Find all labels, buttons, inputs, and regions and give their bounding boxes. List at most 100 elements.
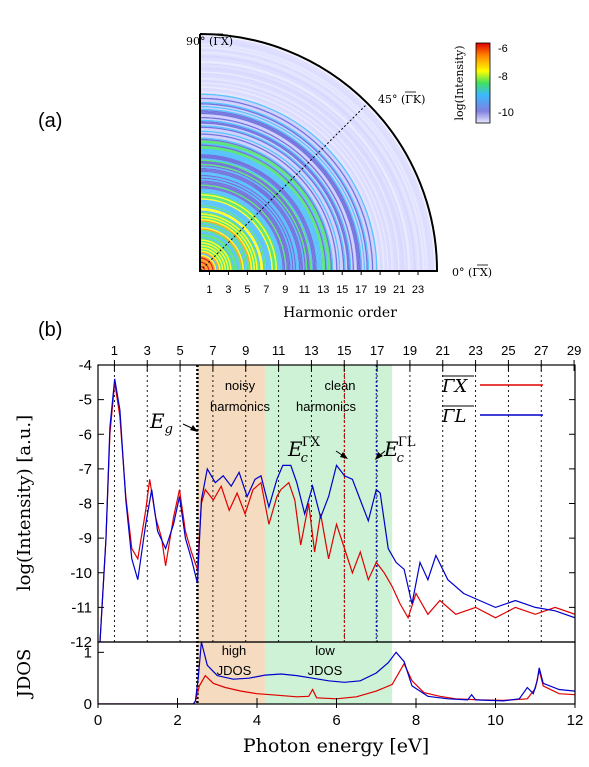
main-y-axis-label: log(Intensity) [a.u.] [14, 415, 35, 591]
intensity-arc [199, 199, 272, 272]
colorbar-tick: -8 [498, 71, 508, 83]
intensity-arc [199, 79, 392, 272]
intensity-arc [199, 126, 345, 272]
ec-gx-arrowhead [340, 452, 348, 459]
series-line-gl [99, 378, 575, 642]
intensity-arc [199, 254, 217, 272]
intensity-arc [199, 87, 384, 272]
ec-gl-annotation: EcΓL [383, 435, 416, 466]
intensity-arc [199, 38, 433, 272]
intensity-arc [199, 162, 309, 272]
intensity-arc [199, 92, 379, 272]
polar-x-tick-label: 15 [336, 284, 348, 296]
y-tick-label: -8 [79, 496, 92, 513]
noisy-label-2: harmonics [210, 399, 270, 414]
x-tick-label: 2 [173, 712, 181, 729]
angle-90-label: 90° (ΓX) [186, 35, 233, 48]
top-tick-label: 17 [370, 343, 384, 358]
intensity-arc [199, 71, 400, 272]
top-tick-label: 21 [436, 343, 450, 358]
intensity-arc [199, 247, 224, 272]
top-tick-label: 23 [468, 343, 482, 358]
x-tick-label: 12 [567, 712, 584, 729]
top-harmonic-ticks: 1 3 5 7 9 11 13 15 17 19 21 23 25 27 29 [111, 343, 581, 371]
top-tick-label: 25 [501, 343, 515, 358]
intensity-arc [199, 94, 377, 272]
intensity-arc [199, 258, 213, 272]
x-axis-label: Photon energy [eV] [243, 735, 429, 757]
jdos-y-axis-label: JDOS [14, 649, 35, 700]
y-tick-label: -4 [79, 357, 92, 374]
intensity-arc [199, 206, 265, 272]
main-plot-area [99, 378, 575, 642]
intensity-arc [199, 218, 253, 272]
polar-x-tick-label: 3 [225, 284, 231, 296]
intensity-arc [199, 35, 436, 272]
polar-frame [199, 33, 439, 272]
intensity-arc [199, 107, 364, 272]
y-tick-label: -6 [79, 426, 92, 443]
high-jdos-label-2: JDOS [217, 663, 252, 678]
low-jdos-label: low [315, 643, 335, 658]
intensity-arc [199, 214, 257, 272]
panel-a: (a) 90° (ΓX) 45° (ΓK) 0° (ΓX) 1 3 5 7 9 11 13 1… [38, 33, 514, 321]
intensity-arc [199, 98, 373, 272]
polar-x-tick-label: 1 [206, 284, 212, 296]
intensity-arc [199, 123, 348, 272]
intensity-arc [199, 220, 251, 272]
intensity-arc [199, 143, 328, 272]
intensity-arc [199, 86, 385, 272]
polar-x-tick-label: 13 [317, 284, 329, 296]
intensity-arc [199, 132, 339, 272]
intensity-arc [199, 119, 352, 272]
noisy-label: noisy [225, 378, 256, 393]
intensity-arc [199, 59, 412, 272]
intensity-arc [199, 63, 408, 272]
polar-x-tick-label: 19 [374, 284, 386, 296]
panel-b: (b) -4-5-6-7-8-9-10-11-12 1 3 5 7 9 11 13 15 17 1… [14, 319, 583, 757]
intensity-arc [199, 191, 280, 272]
jdos-y-tick-label: 1 [84, 644, 92, 661]
diagonal-45-line [199, 103, 368, 272]
x-tick-label: 6 [332, 712, 340, 729]
intensity-arc [199, 170, 301, 272]
intensity-arc [199, 227, 244, 272]
intensity-arc [199, 251, 220, 272]
angle-45-label: 45° (ΓK) [378, 93, 425, 106]
intensity-arc [199, 138, 333, 272]
polar-x-tick-label: 11 [299, 284, 310, 296]
top-tick-label: 9 [242, 343, 249, 358]
colorbar [475, 42, 491, 124]
polar-x-tick-label: 5 [244, 284, 250, 296]
top-tick-label: 15 [337, 343, 351, 358]
top-tick-label: 1 [111, 343, 118, 358]
intensity-arc [199, 222, 249, 272]
intensity-arc [199, 48, 423, 272]
intensity-arc [199, 90, 381, 272]
intensity-arc [199, 187, 284, 272]
main-y-ticks: -4 -5 -6 -7 -8 -9 -10 -11 -12 [70, 357, 575, 651]
intensity-arc [199, 82, 389, 272]
jdos-plot-area [98, 642, 575, 704]
intensity-arc [199, 163, 308, 272]
jdos-y-ticks: 01 [84, 644, 104, 713]
intensity-arc [199, 231, 240, 272]
jdos-line-gl [98, 642, 575, 704]
intensity-arc [199, 136, 335, 272]
intensity-arc [199, 140, 331, 272]
intensity-arc [199, 207, 264, 272]
y-tick-label: -9 [79, 530, 92, 547]
intensity-arc [199, 178, 293, 272]
intensity-arc [199, 52, 419, 272]
intensity-arc [199, 134, 337, 272]
panel-b-label: (b) [38, 319, 62, 341]
legend-label-gx: ΓX [441, 376, 468, 397]
polar-x-axis-label: Harmonic order [283, 305, 397, 321]
intensity-arc [199, 211, 260, 272]
intensity-arc [199, 250, 221, 272]
legend: ΓX ΓL [441, 375, 543, 427]
y-tick-label: -7 [79, 461, 92, 478]
ec-gx-annotation: EcΓX [287, 435, 321, 466]
legend-label-gl: ΓL [441, 406, 466, 427]
